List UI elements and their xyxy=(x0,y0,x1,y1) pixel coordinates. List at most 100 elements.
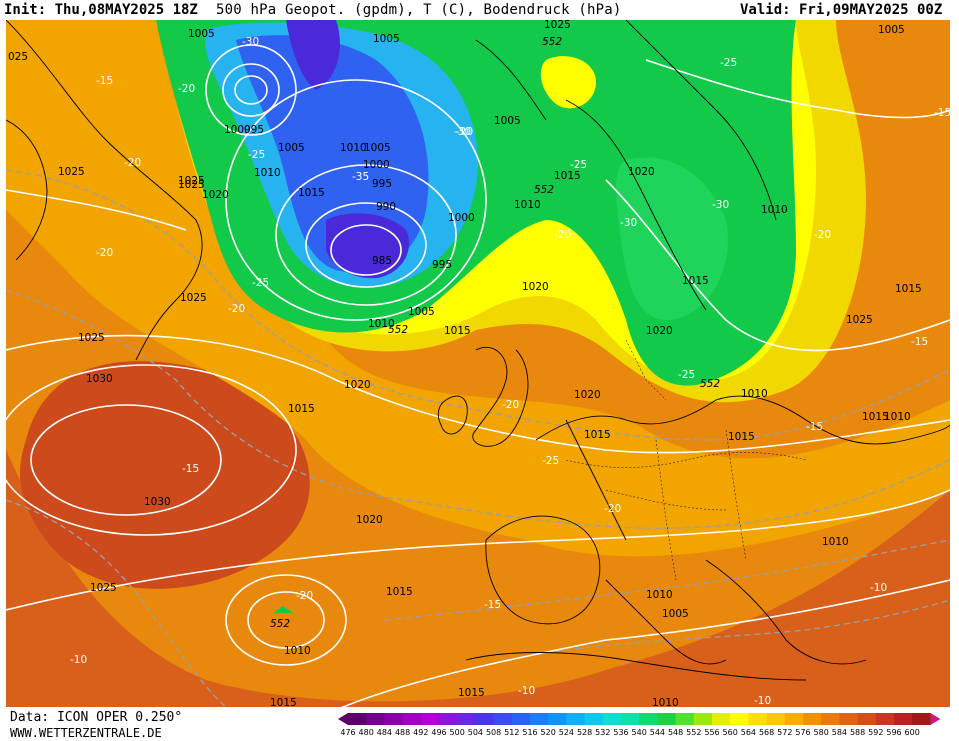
field-azores-high xyxy=(20,361,310,589)
scale-tick-label: 524 xyxy=(559,728,574,737)
svg-text:1025: 1025 xyxy=(846,314,873,326)
svg-text:1005: 1005 xyxy=(278,142,305,154)
scale-tick-label: 552 xyxy=(686,728,701,737)
svg-text:-15: -15 xyxy=(96,75,113,87)
scale-swatch xyxy=(730,713,749,725)
height-labels: 552 552 552 552 xyxy=(270,184,720,630)
svg-text:1000: 1000 xyxy=(448,212,475,224)
scale-swatch xyxy=(712,713,731,725)
svg-text:1005: 1005 xyxy=(373,33,400,45)
scale-swatch xyxy=(639,713,658,725)
svg-text:-20: -20 xyxy=(554,229,571,241)
header-bar: Init: Thu,08MAY2025 18Z 500 hPa Geopot. … xyxy=(0,0,959,20)
scale-bars xyxy=(338,713,941,725)
svg-text:-20: -20 xyxy=(124,157,141,169)
website-link[interactable]: WWW.WETTERZENTRALE.DE xyxy=(10,726,162,740)
scale-tick-label: 560 xyxy=(723,728,738,737)
svg-text:-10: -10 xyxy=(518,685,535,697)
svg-text:-30: -30 xyxy=(454,126,471,138)
scale-swatch xyxy=(493,713,513,725)
scale-swatch xyxy=(894,713,913,725)
svg-text:1005: 1005 xyxy=(188,28,215,40)
svg-text:1025: 1025 xyxy=(90,582,117,594)
svg-text:-15: -15 xyxy=(484,599,501,611)
scale-swatch xyxy=(675,713,695,725)
svg-text:995: 995 xyxy=(372,178,392,190)
scale-tick-label: 536 xyxy=(613,728,628,737)
svg-text:-15: -15 xyxy=(182,463,199,475)
scale-swatch xyxy=(839,713,859,725)
svg-text:-10: -10 xyxy=(754,695,771,707)
scale-tick-label: 504 xyxy=(468,728,483,737)
scale-tick-label: 476 xyxy=(340,728,355,737)
scale-swatch xyxy=(402,713,422,725)
scale-tick-label: 516 xyxy=(522,728,537,737)
svg-text:-15: -15 xyxy=(806,421,823,433)
svg-text:1025: 1025 xyxy=(178,175,205,187)
scale-swatch xyxy=(475,713,495,725)
scale-swatch xyxy=(748,713,768,725)
svg-text:1010: 1010 xyxy=(822,536,849,548)
svg-text:1015: 1015 xyxy=(728,431,755,443)
scale-swatch xyxy=(366,713,385,725)
scale-tick-label: 508 xyxy=(486,728,501,737)
scale-tick-label: 492 xyxy=(413,728,428,737)
scale-swatch xyxy=(784,713,804,725)
svg-text:025: 025 xyxy=(8,51,28,63)
footer-bar: Data: ICON OPER 0.250° WWW.WETTERZENTRAL… xyxy=(0,708,959,741)
scale-tick-label: 488 xyxy=(395,728,410,737)
svg-text:-30: -30 xyxy=(712,199,729,211)
svg-text:1020: 1020 xyxy=(344,379,371,391)
scale-tick-label: 500 xyxy=(450,728,465,737)
isotherm-lines xyxy=(6,169,950,707)
svg-text:-35: -35 xyxy=(352,171,369,183)
scale-arrow-left xyxy=(338,713,348,725)
init-time: Init: Thu,08MAY2025 18Z xyxy=(4,2,198,18)
scale-tick-label: 484 xyxy=(377,728,392,737)
coastlines xyxy=(6,20,950,681)
svg-text:1010: 1010 xyxy=(884,411,911,423)
svg-text:-30: -30 xyxy=(242,36,259,48)
svg-text:1010: 1010 xyxy=(761,204,788,216)
svg-text:552: 552 xyxy=(534,184,554,196)
svg-text:1015: 1015 xyxy=(682,275,709,287)
borders xyxy=(565,339,807,581)
svg-text:990: 990 xyxy=(376,201,396,213)
svg-text:-25: -25 xyxy=(678,369,695,381)
svg-text:1030: 1030 xyxy=(144,496,171,508)
svg-text:-20: -20 xyxy=(502,399,519,411)
svg-text:-20: -20 xyxy=(96,247,113,259)
svg-text:-20: -20 xyxy=(296,590,313,602)
svg-text:995: 995 xyxy=(244,124,264,136)
field-warm-south xyxy=(6,250,950,707)
scale-tick-label: 496 xyxy=(431,728,446,737)
svg-text:-25: -25 xyxy=(570,159,587,171)
scale-tick-label: 548 xyxy=(668,728,683,737)
field-yellow-pocket xyxy=(540,56,596,109)
svg-text:1015: 1015 xyxy=(288,403,315,415)
svg-text:-10: -10 xyxy=(70,654,87,666)
svg-text:552: 552 xyxy=(542,36,562,48)
isotherm-labels: -30 -15 -20 -25 -20 -20 -25 -35 -30 -25 … xyxy=(70,36,950,707)
scale-tick-label: 584 xyxy=(832,728,847,737)
scale-swatch xyxy=(875,713,895,725)
svg-text:1025: 1025 xyxy=(178,179,205,191)
svg-text:1015: 1015 xyxy=(386,586,413,598)
valid-time: Valid: Fri,09MAY2025 00Z xyxy=(740,2,943,18)
scale-swatch xyxy=(693,713,713,725)
svg-text:1025: 1025 xyxy=(180,292,207,304)
scale-tick-label: 568 xyxy=(759,728,774,737)
weather-map[interactable]: 1005 1025 1005 552 1005 025 1000 995 100… xyxy=(6,20,950,707)
scale-swatch xyxy=(602,713,622,725)
scale-swatch xyxy=(821,713,840,725)
svg-text:-25: -25 xyxy=(248,149,265,161)
svg-text:1015: 1015 xyxy=(862,411,889,423)
scale-tick-label: 588 xyxy=(850,728,865,737)
scale-swatch xyxy=(766,713,786,725)
svg-text:1015: 1015 xyxy=(584,429,611,441)
scale-swatch xyxy=(803,713,822,725)
data-source: Data: ICON OPER 0.250° xyxy=(10,710,183,725)
svg-text:1020: 1020 xyxy=(202,189,229,201)
scale-swatch xyxy=(348,713,367,725)
isobar-labels: 1005 1025 1005 552 1005 025 1000 995 100… xyxy=(8,20,922,707)
